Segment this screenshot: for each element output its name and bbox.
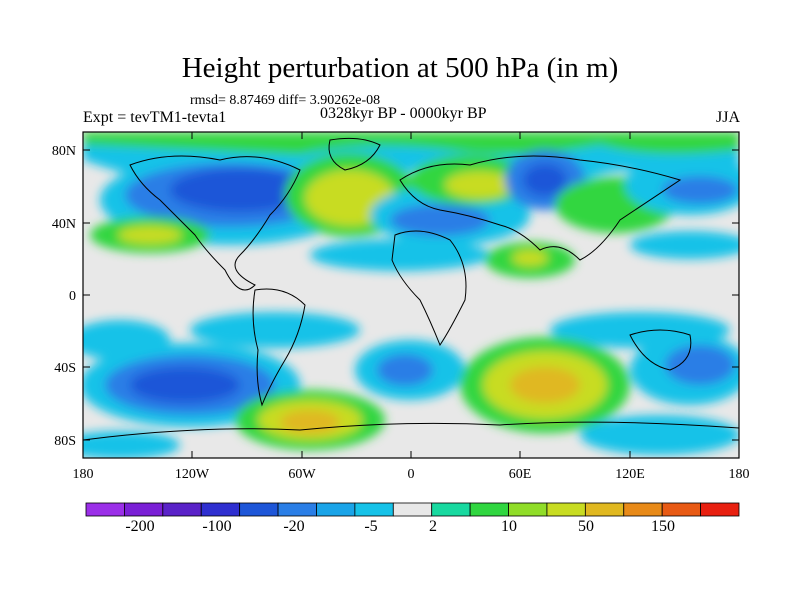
lat-ticks xyxy=(83,149,739,441)
colorbar-box xyxy=(546,502,586,517)
colorbar-box xyxy=(162,502,202,517)
lon-label-60e: 60E xyxy=(509,467,532,482)
colorbar-label: 10 xyxy=(501,518,517,535)
colorbar xyxy=(85,502,740,517)
colorbar-box xyxy=(354,502,394,517)
lon-label-60w: 60W xyxy=(288,467,316,482)
colorbar-box xyxy=(508,502,548,517)
colorbar-box xyxy=(584,502,625,517)
lat-label-0: 0 xyxy=(69,289,76,304)
lat-label-80s: 80S xyxy=(54,434,76,449)
coastlines xyxy=(83,137,739,441)
lat-label-40n: 40N xyxy=(52,217,76,232)
colorbar-label: 2 xyxy=(429,518,437,535)
lat-label-40s: 40S xyxy=(54,361,76,376)
experiment-label: Expt = tevTM1-tevta1 xyxy=(83,109,227,126)
colorbar-box xyxy=(277,502,317,517)
lon-ticks xyxy=(191,132,631,458)
colorbar-box xyxy=(431,502,471,517)
colorbar-label: 50 xyxy=(578,518,594,535)
lon-label-180w: 180 xyxy=(73,467,94,482)
colorbar-label: 150 xyxy=(651,518,675,535)
lon-label-0: 0 xyxy=(408,467,415,482)
stats-line: rmsd= 8.87469 diff= 3.90262e-08 xyxy=(190,93,381,108)
perturbation-field xyxy=(83,132,739,458)
colorbar-labels: -200 -100 -20 -5 2 10 50 150 xyxy=(125,518,675,535)
colorbar-box xyxy=(239,502,279,517)
lon-label-120w: 120W xyxy=(175,467,210,482)
period-label: 0328kyr BP - 0000kyr BP xyxy=(320,105,487,122)
map-title: Height perturbation at 500 hPa (in m) xyxy=(181,52,619,84)
colorbar-box xyxy=(700,502,740,517)
colorbar-label: -20 xyxy=(283,518,304,535)
colorbar-label: -5 xyxy=(364,518,377,535)
season-label: JJA xyxy=(716,109,741,126)
colorbar-label: -100 xyxy=(202,518,231,535)
lat-label-80n: 80N xyxy=(52,144,76,159)
colorbar-box xyxy=(200,502,241,517)
colorbar-box xyxy=(316,502,356,517)
lon-label-120e: 120E xyxy=(615,467,645,482)
colorbar-label: -200 xyxy=(125,518,154,535)
colorbar-box xyxy=(661,502,701,517)
lon-label-180e: 180 xyxy=(729,467,750,482)
colorbar-box xyxy=(392,502,433,517)
colorbar-box xyxy=(85,502,125,517)
colorbar-box xyxy=(469,502,509,517)
colorbar-box xyxy=(124,502,164,517)
colorbar-box xyxy=(623,502,663,517)
